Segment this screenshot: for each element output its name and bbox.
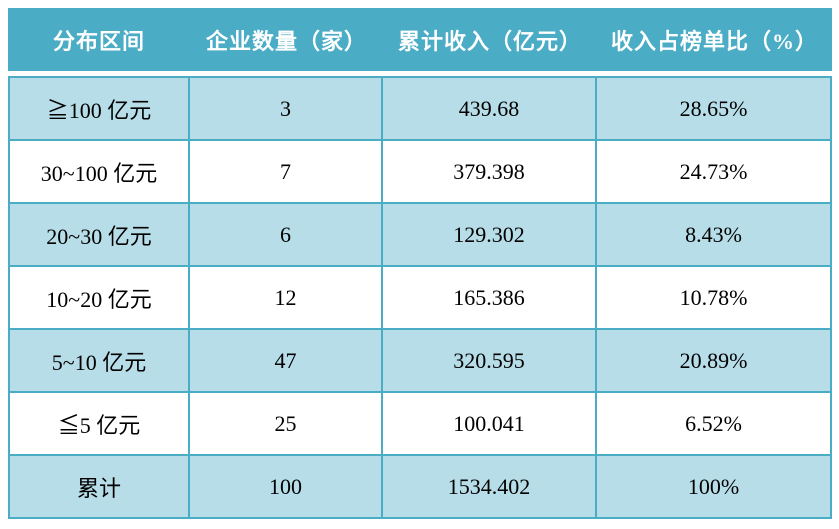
cell-revenue: 1534.402	[383, 456, 597, 517]
revenue-distribution-table: 分布区间 企业数量（家） 累计收入（亿元） 收入占榜单比（%） ≧100 亿元 …	[8, 8, 832, 519]
cell-range: ≧100 亿元	[10, 78, 190, 139]
cell-count: 47	[190, 330, 383, 391]
cell-revenue: 100.041	[383, 393, 597, 454]
cell-range: 20~30 亿元	[10, 204, 190, 265]
header-cell-revenue: 累计收入（亿元）	[397, 28, 582, 54]
cell-revenue: 165.386	[383, 267, 597, 328]
header-cell-share: 收入占榜单比（%）	[610, 28, 818, 54]
cell-share: 8.43%	[685, 221, 742, 247]
cell-range: ≦5 亿元	[10, 393, 190, 454]
cell-share: 28.65%	[679, 95, 748, 121]
cell-revenue: 379.398	[383, 141, 597, 202]
header-cell-count: 企业数量（家）	[205, 28, 367, 54]
table-row-total: 累计 100 1534.402 100%	[10, 456, 830, 517]
cell-share: 10.78%	[679, 284, 748, 310]
cell-count: 12	[190, 267, 383, 328]
cell-count: 100	[190, 456, 383, 517]
table-row: 30~100 亿元 7 379.398 24.73%	[10, 141, 830, 204]
table-row: 5~10 亿元 47 320.595 20.89%	[10, 330, 830, 393]
cell-range: 累计	[10, 456, 190, 517]
header-body-gap	[8, 71, 832, 76]
cell-revenue: 320.595	[383, 330, 597, 391]
table-header-row: 分布区间 企业数量（家） 累计收入（亿元） 收入占榜单比（%）	[8, 8, 832, 71]
cell-count: 7	[190, 141, 383, 202]
header-cell-range: 分布区间	[52, 28, 145, 54]
table-body: ≧100 亿元 3 439.68 28.65% 30~100 亿元 7 379.…	[8, 76, 832, 519]
cell-range: 10~20 亿元	[10, 267, 190, 328]
cell-revenue: 439.68	[383, 78, 597, 139]
table-row: 20~30 亿元 6 129.302 8.43%	[10, 204, 830, 267]
cell-range: 30~100 亿元	[10, 141, 190, 202]
cell-share: 6.52%	[685, 410, 742, 436]
cell-range: 5~10 亿元	[10, 330, 190, 391]
cell-share: 24.73%	[679, 158, 748, 184]
table-row: ≦5 亿元 25 100.041 6.52%	[10, 393, 830, 456]
cell-share: 20.89%	[679, 347, 748, 373]
cell-revenue: 129.302	[383, 204, 597, 265]
cell-count: 25	[190, 393, 383, 454]
table-row: 10~20 亿元 12 165.386 10.78%	[10, 267, 830, 330]
cell-share: 100%	[687, 473, 740, 499]
cell-count: 6	[190, 204, 383, 265]
cell-count: 3	[190, 78, 383, 139]
table-row: ≧100 亿元 3 439.68 28.65%	[10, 78, 830, 141]
